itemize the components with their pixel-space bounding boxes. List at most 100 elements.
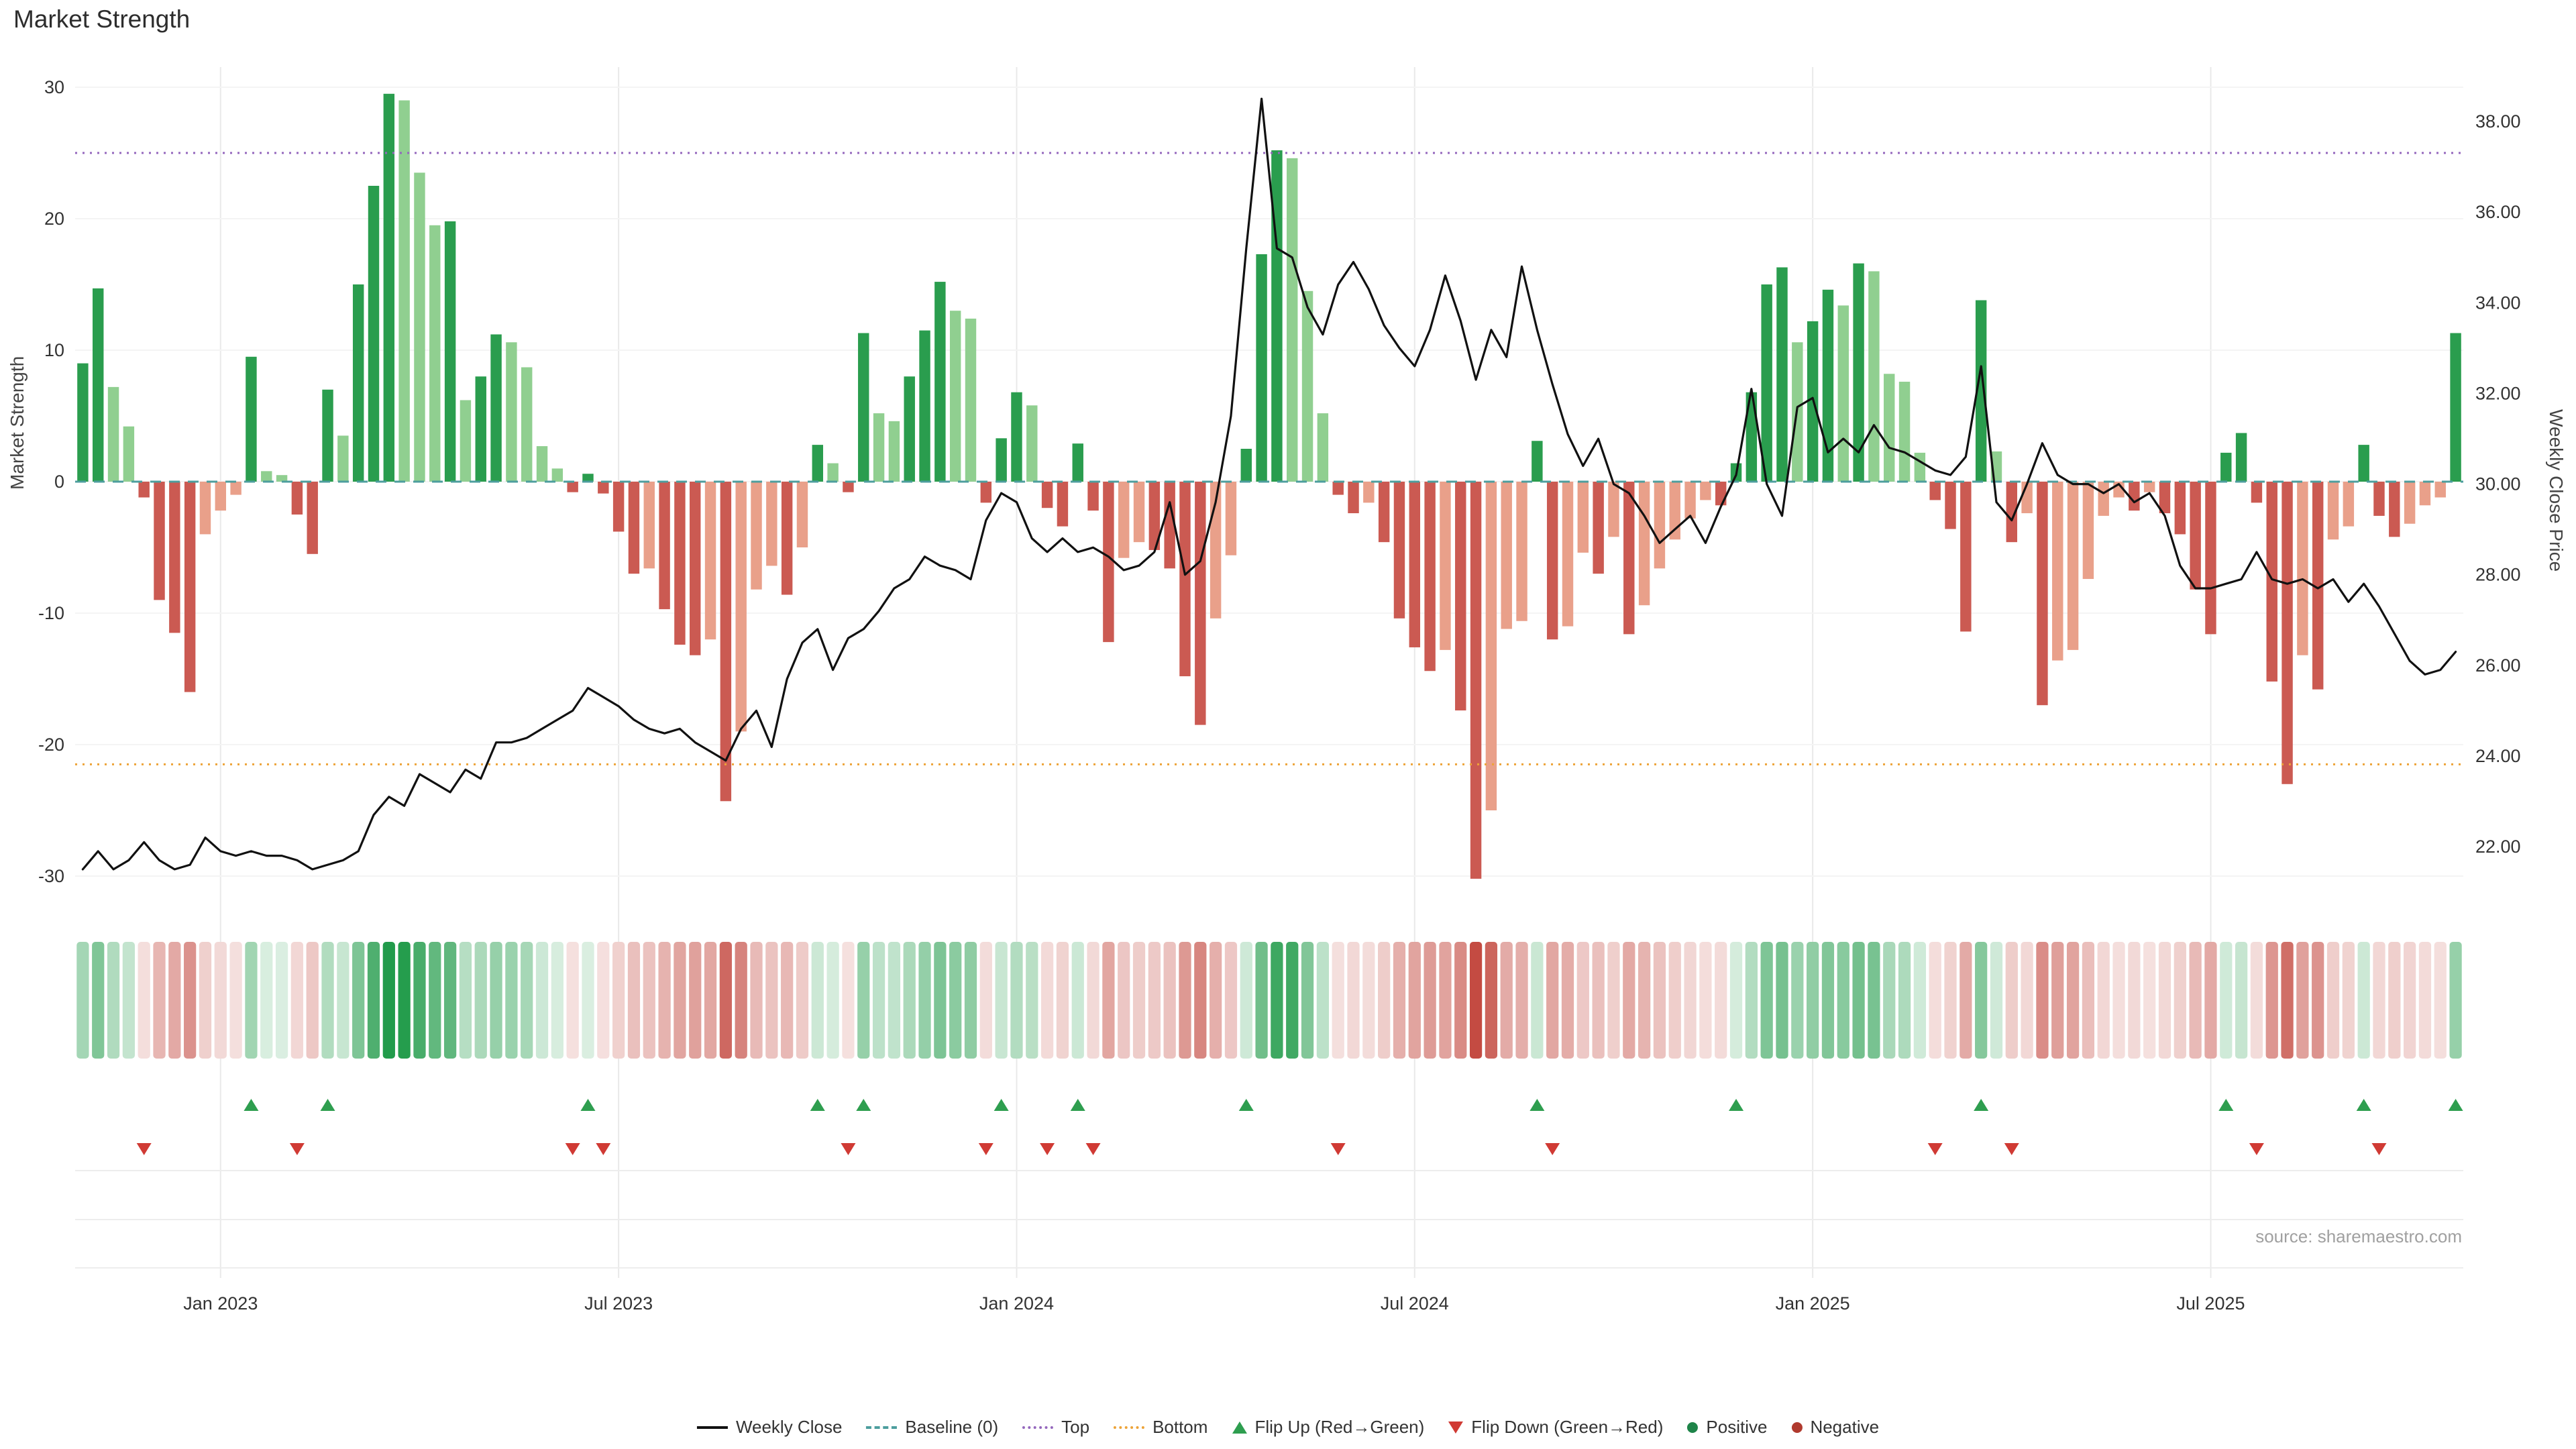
heat-cell[interactable] [2036, 942, 2049, 1059]
strength-bar[interactable] [567, 482, 578, 492]
heat-cell[interactable] [872, 942, 885, 1059]
strength-bar[interactable] [261, 471, 272, 482]
strength-bar[interactable] [2129, 482, 2140, 511]
heat-cell[interactable] [184, 942, 197, 1059]
strength-bar[interactable] [1378, 482, 1390, 543]
strength-bar[interactable] [2082, 482, 2094, 580]
weekly-close-line[interactable] [81, 97, 2457, 871]
flip-down-marker[interactable] [1330, 1143, 1346, 1155]
heat-cell[interactable] [857, 942, 870, 1059]
flip-up-marker[interactable] [1070, 1099, 1085, 1111]
heat-cell[interactable] [398, 942, 411, 1059]
heat-cell[interactable] [2418, 942, 2432, 1059]
strength-bar[interactable] [996, 438, 1007, 482]
heat-cell[interactable] [474, 942, 487, 1059]
strength-bar[interactable] [1960, 482, 1972, 632]
strength-bar[interactable] [674, 482, 686, 645]
strength-bar[interactable] [888, 421, 900, 482]
strength-bar[interactable] [2297, 482, 2308, 655]
strength-bar[interactable] [1822, 289, 1834, 482]
heat-cell[interactable] [566, 942, 579, 1059]
strength-bar[interactable] [796, 482, 808, 547]
heat-cell[interactable] [1699, 942, 1712, 1059]
strength-bar[interactable] [1041, 482, 1053, 508]
heat-cell[interactable] [168, 942, 181, 1059]
flip-up-marker[interactable] [1238, 1099, 1254, 1111]
strength-bar[interactable] [2174, 482, 2186, 535]
strength-bar[interactable] [858, 333, 869, 482]
strength-bar[interactable] [93, 288, 104, 482]
strength-bar[interactable] [1700, 482, 1711, 500]
heat-cell[interactable] [429, 942, 441, 1059]
strength-bar[interactable] [1975, 300, 1987, 482]
strength-bar[interactable] [1761, 284, 1772, 482]
heat-cell[interactable] [2174, 942, 2186, 1059]
strength-bar[interactable] [169, 482, 180, 633]
heat-cell[interactable] [765, 942, 778, 1059]
strength-bar[interactable] [1287, 158, 1298, 482]
heat-cell[interactable] [535, 942, 549, 1059]
heat-cell[interactable] [1607, 942, 1620, 1059]
strength-bar[interactable] [980, 482, 992, 503]
heat-cell[interactable] [1898, 942, 1911, 1059]
heat-cell[interactable] [658, 942, 671, 1059]
heat-cell[interactable] [612, 942, 625, 1059]
heat-cell[interactable] [1347, 942, 1360, 1059]
legend-item-positive[interactable]: Positive [1687, 1417, 1767, 1438]
strength-bar[interactable] [1317, 413, 1329, 482]
strength-bar[interactable] [827, 463, 839, 482]
strength-bar[interactable] [934, 282, 946, 482]
strength-bar[interactable] [551, 468, 564, 482]
heat-cell[interactable] [1056, 942, 1069, 1059]
flip-down-marker[interactable] [2371, 1143, 2387, 1155]
heat-cell[interactable] [2158, 942, 2171, 1059]
strength-bar[interactable] [1776, 267, 1788, 482]
heat-cell[interactable] [597, 942, 610, 1059]
heat-cell[interactable] [1301, 942, 1314, 1059]
heat-cell[interactable] [750, 942, 763, 1059]
strength-bar[interactable] [1011, 392, 1022, 482]
strength-bar[interactable] [1945, 482, 1956, 529]
heat-cell[interactable] [2082, 942, 2095, 1059]
flip-up-marker[interactable] [2356, 1099, 2371, 1111]
strength-bar[interactable] [766, 482, 777, 566]
heat-cell[interactable] [413, 942, 426, 1059]
strength-bar[interactable] [659, 482, 670, 610]
heat-cell[interactable] [306, 942, 319, 1059]
heat-cell[interactable] [1715, 942, 1727, 1059]
heat-cell[interactable] [964, 942, 977, 1059]
heat-cell[interactable] [2250, 942, 2263, 1059]
flip-down-marker[interactable] [1040, 1143, 1055, 1155]
strength-bar[interactable] [1424, 482, 1436, 672]
strength-bar[interactable] [2251, 482, 2263, 503]
heat-cell[interactable] [337, 942, 350, 1059]
heat-cell[interactable] [1485, 942, 1498, 1059]
strength-bar[interactable] [1363, 482, 1375, 503]
heat-cell[interactable] [459, 942, 472, 1059]
strength-bar[interactable] [582, 474, 594, 482]
strength-bar[interactable] [475, 376, 486, 482]
legend-item-negative[interactable]: Negative [1791, 1417, 1879, 1438]
heat-cell[interactable] [1668, 942, 1681, 1059]
heat-cell[interactable] [1071, 942, 1084, 1059]
strength-bar[interactable] [123, 426, 135, 482]
heat-cell[interactable] [2220, 942, 2233, 1059]
heat-cell[interactable] [1224, 942, 1238, 1059]
strength-bar[interactable] [2220, 452, 2232, 482]
strength-bar[interactable] [2159, 482, 2171, 514]
strength-bar[interactable] [352, 284, 364, 482]
heat-cell[interactable] [1531, 942, 1544, 1059]
strength-bar[interactable] [215, 482, 227, 511]
flip-down-marker[interactable] [1085, 1143, 1101, 1155]
heat-cell[interactable] [2357, 942, 2370, 1059]
strength-bar[interactable] [1301, 290, 1313, 482]
heat-cell[interactable] [2235, 942, 2248, 1059]
heat-cell[interactable] [1913, 942, 1926, 1059]
heat-cell[interactable] [1424, 942, 1436, 1059]
heat-cell[interactable] [689, 942, 702, 1059]
heat-cell[interactable] [1883, 942, 1896, 1059]
strength-bar[interactable] [2327, 482, 2339, 540]
strength-bar[interactable] [138, 482, 150, 498]
heat-cell[interactable] [76, 942, 89, 1059]
